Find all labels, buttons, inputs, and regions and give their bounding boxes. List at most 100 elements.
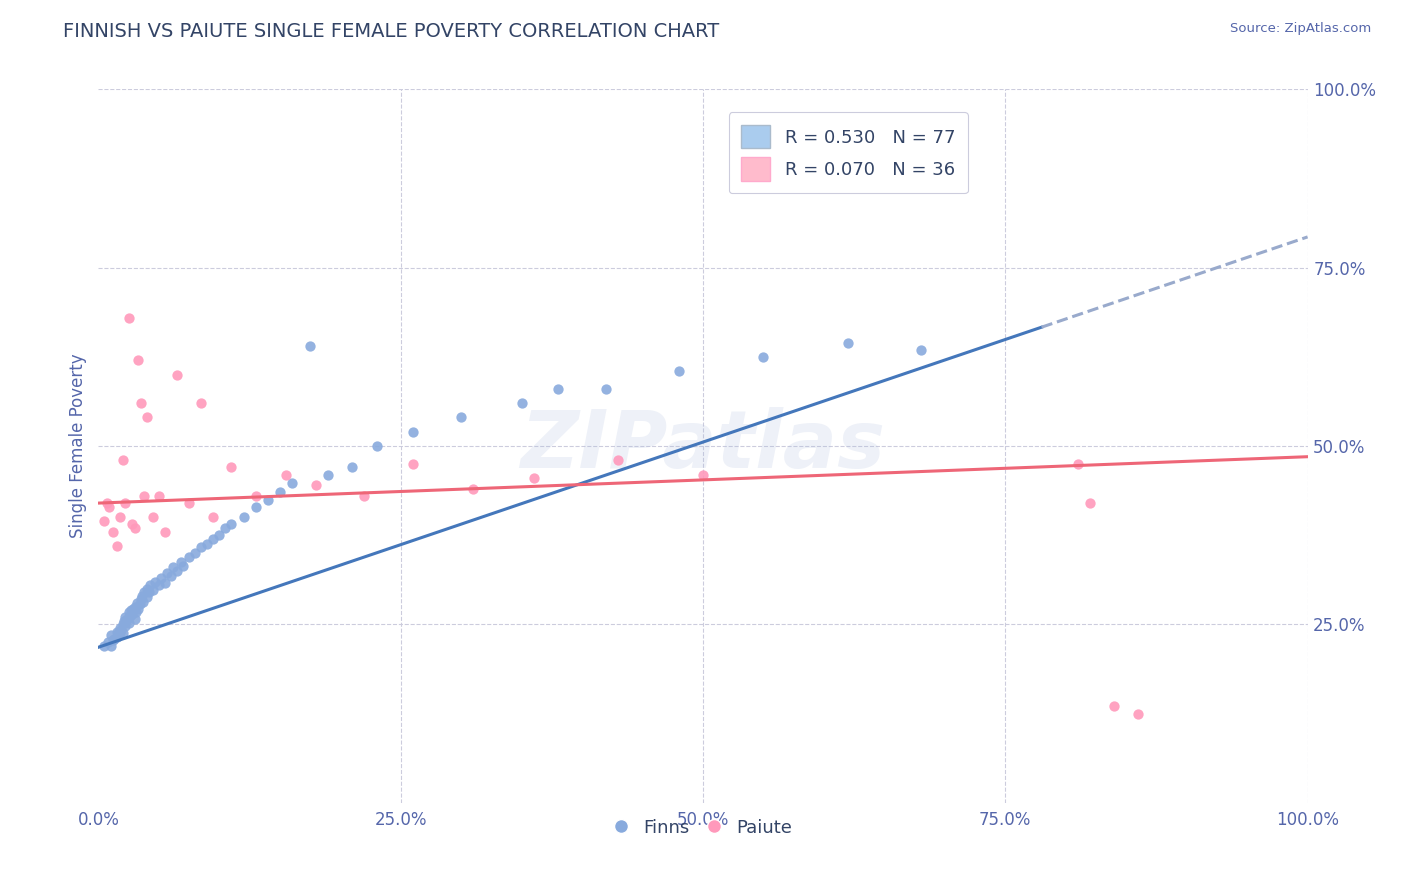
Point — [114, 610, 136, 624]
Text: FINNISH VS PAIUTE SINGLE FEMALE POVERTY CORRELATION CHART: FINNISH VS PAIUTE SINGLE FEMALE POVERTY … — [63, 22, 720, 41]
Point — [134, 489, 156, 503]
Legend: Finns, Paiute: Finns, Paiute — [607, 812, 799, 844]
Point — [124, 612, 146, 626]
Point — [184, 546, 207, 560]
Point — [118, 310, 141, 325]
Point — [135, 591, 157, 605]
Point — [96, 496, 118, 510]
Point — [1128, 706, 1150, 721]
Point — [139, 578, 162, 592]
Point — [103, 632, 125, 646]
Point — [127, 601, 149, 615]
Point — [117, 612, 139, 626]
Point — [112, 614, 135, 628]
Y-axis label: Single Female Poverty: Single Female Poverty — [69, 354, 87, 538]
Point — [131, 589, 153, 603]
Point — [124, 599, 146, 614]
Point — [160, 569, 183, 583]
Point — [269, 485, 291, 500]
Point — [232, 510, 254, 524]
Point — [101, 633, 124, 648]
Point — [142, 583, 165, 598]
Point — [305, 478, 328, 492]
Point — [668, 364, 690, 378]
Point — [124, 521, 146, 535]
Point — [127, 353, 149, 368]
Point — [115, 614, 138, 628]
Point — [111, 453, 134, 467]
Point — [143, 574, 166, 589]
Point — [93, 639, 115, 653]
Point — [156, 566, 179, 580]
Point — [281, 476, 304, 491]
Point — [547, 382, 569, 396]
Point — [208, 528, 231, 542]
Point — [316, 467, 339, 482]
Point — [100, 628, 122, 642]
Point — [245, 500, 267, 514]
Point — [120, 603, 142, 617]
Point — [402, 425, 425, 439]
Point — [221, 460, 243, 475]
Point — [101, 524, 124, 539]
Point — [910, 343, 932, 357]
Point — [214, 521, 236, 535]
Point — [134, 585, 156, 599]
Point — [111, 617, 134, 632]
Point — [128, 598, 150, 612]
Point — [510, 396, 533, 410]
Point — [179, 549, 201, 564]
Point — [135, 582, 157, 596]
Point — [202, 510, 225, 524]
Point — [172, 558, 194, 573]
Point — [135, 410, 157, 425]
Point — [450, 410, 472, 425]
Text: Source: ZipAtlas.com: Source: ZipAtlas.com — [1230, 22, 1371, 36]
Point — [166, 564, 188, 578]
Point — [179, 496, 201, 510]
Point — [93, 514, 115, 528]
Point — [523, 471, 546, 485]
Point — [125, 605, 148, 619]
Point — [607, 453, 630, 467]
Point — [100, 639, 122, 653]
Point — [299, 339, 322, 353]
Point — [98, 500, 121, 514]
Point — [105, 539, 128, 553]
Point — [162, 560, 184, 574]
Point — [118, 615, 141, 630]
Point — [122, 601, 145, 615]
Point — [692, 467, 714, 482]
Point — [221, 517, 243, 532]
Point — [150, 571, 173, 585]
Point — [142, 510, 165, 524]
Point — [169, 555, 191, 569]
Point — [127, 596, 149, 610]
Point — [118, 608, 141, 623]
Point — [129, 592, 152, 607]
Point — [153, 524, 176, 539]
Point — [190, 396, 212, 410]
Point — [138, 585, 160, 599]
Point — [274, 467, 297, 482]
Point — [342, 460, 364, 475]
Point — [110, 623, 132, 637]
Point — [118, 605, 141, 619]
Point — [153, 576, 176, 591]
Point — [190, 541, 212, 555]
Point — [353, 489, 375, 503]
Point — [121, 607, 143, 621]
Point — [195, 537, 218, 551]
Point — [105, 624, 128, 639]
Point — [148, 578, 170, 592]
Point — [114, 496, 136, 510]
Point — [129, 396, 152, 410]
Point — [132, 594, 155, 608]
Point — [366, 439, 388, 453]
Point — [1102, 699, 1125, 714]
Text: ZIPatlas: ZIPatlas — [520, 407, 886, 485]
Point — [107, 626, 129, 640]
Point — [166, 368, 188, 382]
Point — [245, 489, 267, 503]
Point — [1067, 457, 1090, 471]
